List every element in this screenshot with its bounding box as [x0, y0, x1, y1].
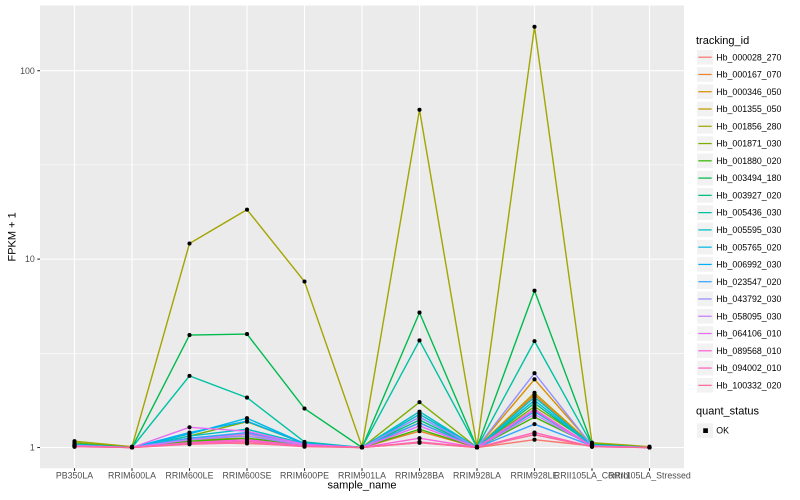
- svg-text:Hb_006992_030: Hb_006992_030: [716, 260, 781, 270]
- svg-text:RRIM928BA: RRIM928BA: [395, 470, 444, 480]
- svg-text:quant_status: quant_status: [696, 405, 759, 417]
- svg-text:Hb_043792_030: Hb_043792_030: [716, 294, 781, 304]
- svg-text:Hb_001871_030: Hb_001871_030: [716, 139, 781, 149]
- svg-text:RRII105LA_Control: RRII105LA_Control: [554, 470, 630, 480]
- svg-text:Hb_094002_010: Hb_094002_010: [716, 363, 781, 373]
- svg-text:1: 1: [30, 443, 35, 453]
- svg-text:RRII105LA_Stressed: RRII105LA_Stressed: [608, 470, 691, 480]
- svg-text:RRIM928LE: RRIM928LE: [511, 470, 559, 480]
- svg-text:Hb_001355_050: Hb_001355_050: [716, 104, 781, 114]
- svg-text:RRIM600LA: RRIM600LA: [108, 470, 156, 480]
- svg-text:Hb_064106_010: Hb_064106_010: [716, 329, 781, 339]
- svg-text:Hb_089568_010: Hb_089568_010: [716, 346, 781, 356]
- svg-text:Hb_005436_030: Hb_005436_030: [716, 208, 781, 218]
- svg-text:Hb_001880_020: Hb_001880_020: [716, 156, 781, 166]
- svg-text:Hb_005595_030: Hb_005595_030: [716, 225, 781, 235]
- svg-text:Hb_003927_020: Hb_003927_020: [716, 190, 781, 200]
- svg-text:Hb_000167_070: Hb_000167_070: [716, 70, 781, 80]
- svg-text:Hb_000346_050: Hb_000346_050: [716, 87, 781, 97]
- svg-text:Hb_001856_280: Hb_001856_280: [716, 121, 781, 131]
- svg-text:RRIM928LA: RRIM928LA: [453, 470, 501, 480]
- svg-text:RRIM901LA: RRIM901LA: [338, 470, 386, 480]
- svg-text:RRIM600PE: RRIM600PE: [280, 470, 329, 480]
- svg-text:PB350LA: PB350LA: [56, 470, 93, 480]
- svg-text:OK: OK: [716, 426, 729, 436]
- svg-text:sample_name: sample_name: [327, 480, 396, 492]
- svg-text:Hb_000028_270: Hb_000028_270: [716, 52, 781, 62]
- svg-text:100: 100: [20, 66, 35, 76]
- svg-text:Hb_003494_180: Hb_003494_180: [716, 173, 781, 183]
- svg-text:tracking_id: tracking_id: [696, 35, 749, 47]
- svg-text:RRIM600LE: RRIM600LE: [166, 470, 214, 480]
- svg-text:Hb_023547_020: Hb_023547_020: [716, 277, 781, 287]
- svg-text:Hb_005765_020: Hb_005765_020: [716, 242, 781, 252]
- svg-text:10: 10: [25, 254, 35, 264]
- svg-text:RRIM600SE: RRIM600SE: [223, 470, 272, 480]
- svg-text:Hb_058095_030: Hb_058095_030: [716, 311, 781, 321]
- svg-text:FPKM + 1: FPKM + 1: [6, 212, 18, 261]
- svg-text:Hb_100332_020: Hb_100332_020: [716, 380, 781, 390]
